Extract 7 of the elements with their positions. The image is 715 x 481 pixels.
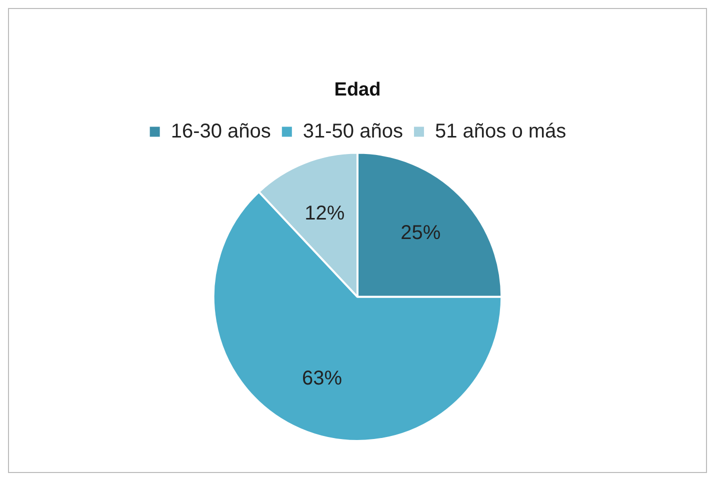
data-label: 63%: [302, 367, 342, 390]
legend-label: 51 años o más: [434, 120, 566, 142]
data-label: 25%: [400, 222, 441, 244]
chart-title: Edad: [334, 80, 381, 101]
legend-label: 16-30 años: [170, 120, 271, 142]
legend-label: 31-50 años: [302, 120, 403, 142]
data-label: 12%: [304, 202, 345, 224]
